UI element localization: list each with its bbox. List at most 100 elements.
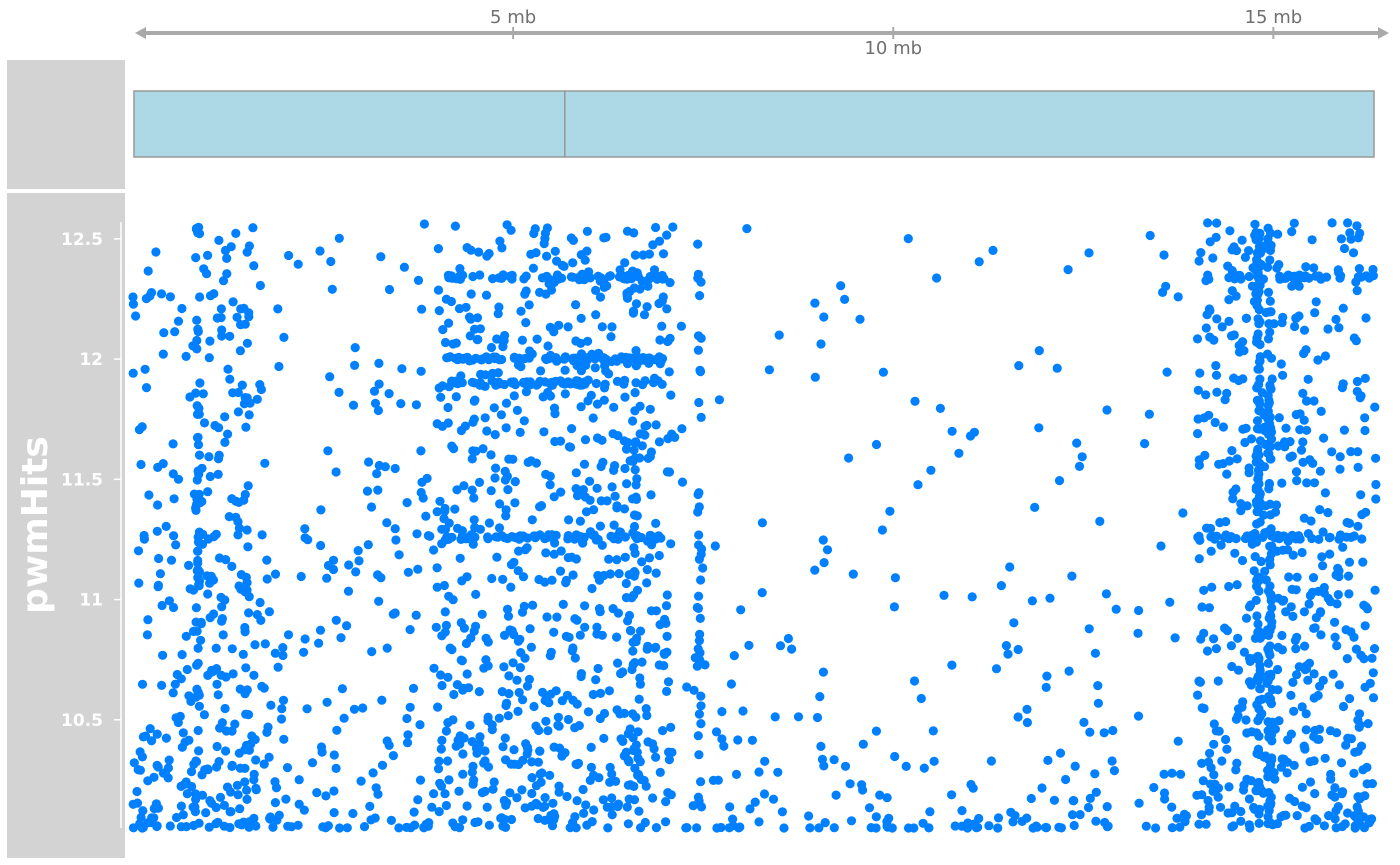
data-point [568,695,578,705]
data-point [1277,478,1287,488]
data-point [1206,532,1216,542]
data-point [1357,509,1367,520]
data-point [1336,234,1346,244]
data-point [1309,263,1319,273]
data-point [635,626,646,636]
data-point [967,592,977,602]
data-point [203,487,213,497]
data-point [1328,669,1338,679]
data-point [1348,248,1359,258]
data-point [1352,286,1362,296]
data-point [1014,361,1024,371]
data-point [329,750,339,760]
data-point [513,566,523,576]
data-point [273,304,283,314]
data-point [587,583,597,594]
data-point [556,546,566,556]
data-point [1206,779,1216,789]
data-point [1077,452,1087,462]
data-point [474,247,484,257]
data-point [458,270,468,280]
data-point [630,388,640,398]
data-point [475,324,485,334]
y-tick-label: 11.5 [61,470,103,490]
data-point [390,524,400,534]
data-point [657,270,667,281]
data-point [1010,811,1020,821]
data-point [1354,264,1364,274]
data-point [757,518,768,528]
data-point [693,345,704,355]
data-point [580,622,590,632]
data-point [335,823,345,833]
data-point [192,315,202,325]
data-point [877,525,888,535]
data-point [494,713,504,723]
data-point [276,714,287,724]
data-point [928,726,938,736]
data-point [510,498,520,508]
data-point [661,817,671,827]
data-point [1193,532,1203,542]
data-point [190,807,200,817]
data-point [216,592,226,603]
data-point [619,504,630,514]
data-point [521,286,531,296]
data-point [1211,644,1221,654]
data-point [515,634,525,644]
data-point [282,763,293,773]
data-point [211,643,221,653]
data-point [1210,417,1220,428]
data-point [370,398,381,408]
data-point [437,421,447,431]
data-point [270,569,281,579]
data-point [528,600,538,610]
data-point [457,656,467,666]
data-point [408,683,419,694]
data-point [1217,756,1227,766]
data-point [550,409,560,419]
data-point [540,801,550,812]
data-point [1324,811,1334,821]
data-point [394,823,404,833]
data-point [1255,489,1265,499]
data-point [1371,453,1381,463]
data-point [195,378,205,388]
data-point [545,322,555,332]
data-point [957,806,967,816]
data-point [1253,744,1263,754]
data-point [264,752,274,762]
data-point [434,383,444,393]
data-point [211,819,221,829]
data-point [1339,425,1349,435]
data-point [643,281,653,291]
data-point [524,300,534,310]
data-point [1253,314,1263,324]
data-point [586,742,596,753]
genome-axis-left-arrow [135,27,146,39]
data-point [1342,654,1352,664]
data-point [1360,425,1370,436]
data-point [545,391,556,401]
data-point [465,331,475,341]
data-point [510,380,520,390]
data-point [503,485,513,495]
data-point [840,294,850,304]
data-point [1145,230,1155,241]
data-point [600,379,610,389]
data-point [602,802,612,812]
data-point [1209,770,1219,780]
data-point [211,802,221,813]
data-point [444,318,454,328]
data-point [947,426,957,436]
data-point [532,334,542,344]
data-point [1032,822,1042,832]
data-point [1205,748,1215,758]
data-point [468,417,478,427]
data-point [541,353,551,364]
data-point [1211,370,1222,380]
data-point [1317,552,1327,562]
data-point [1274,413,1284,423]
data-point [186,696,196,707]
data-point [1001,641,1012,651]
